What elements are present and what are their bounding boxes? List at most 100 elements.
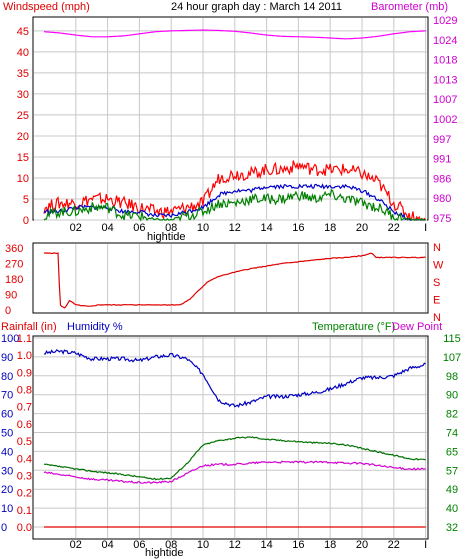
humidity-y-tick-label: 90 bbox=[1, 352, 13, 364]
humidity-y-tick-label: 40 bbox=[1, 446, 13, 458]
rain-y-tick-label: 0.6 bbox=[17, 419, 32, 431]
wind-x-tick-label: 18 bbox=[324, 222, 336, 234]
wind-y-tick-label: 25 bbox=[17, 110, 29, 122]
humidity-y-tick-label: 0 bbox=[1, 522, 7, 534]
temperature-line bbox=[43, 436, 426, 481]
temperature-y-tick-label: 115 bbox=[443, 333, 461, 345]
compass-tick-label: E bbox=[433, 295, 440, 307]
dewpoint-line bbox=[43, 460, 426, 484]
wind-x-tick-label: 12 bbox=[229, 222, 241, 234]
humidity-x-tick-label: 06 bbox=[133, 539, 145, 551]
barometer-y-tick-label: 1002 bbox=[433, 114, 457, 126]
rain-y-tick-label: 0.0 bbox=[17, 522, 32, 534]
wind-x-tick-label: 08 bbox=[165, 222, 177, 234]
temperature-y-tick-label: 32 bbox=[446, 522, 458, 534]
wind-y-tick-label: 10 bbox=[17, 173, 29, 185]
wind-x-tick-label: I bbox=[424, 222, 427, 234]
barometer-y-tick-label: 980 bbox=[433, 193, 451, 205]
wind-y-tick-label: 0 bbox=[23, 215, 29, 227]
wind-direction-line bbox=[43, 252, 426, 309]
humidity-plot-frame bbox=[32, 335, 429, 540]
humidity-y-tick-label: 100 bbox=[1, 333, 19, 345]
compass-tick-label: W bbox=[433, 260, 444, 272]
compass-tick-label: N bbox=[433, 312, 441, 324]
rain-y-tick-label: 0.2 bbox=[17, 488, 32, 500]
windspeed-line bbox=[43, 160, 426, 222]
chart-title: 24 hour graph day : March 14 2011 bbox=[171, 1, 342, 13]
wind-y-tick-label: 5 bbox=[23, 194, 29, 206]
humidity-x-tick-label: 20 bbox=[356, 539, 368, 551]
humidity-line bbox=[43, 349, 426, 408]
wind-x-tick-label: 06 bbox=[133, 222, 145, 234]
wind_gust2-line bbox=[43, 188, 426, 222]
wind-x-tick-label: 10 bbox=[197, 222, 209, 234]
humidity-x-tick-label: 04 bbox=[101, 539, 113, 551]
humidity-y-tick-label: 10 bbox=[1, 503, 13, 515]
wind_avg-line bbox=[43, 183, 426, 221]
wind-x-tick-label: 02 bbox=[70, 222, 82, 234]
wind-y-tick-label: 20 bbox=[17, 131, 29, 143]
humidity-hightide-label: hightide bbox=[145, 547, 184, 559]
compass-tick-label: N bbox=[433, 242, 441, 254]
temperature-y-tick-label: 49 bbox=[446, 484, 458, 496]
wind-y-tick-label: 40 bbox=[17, 47, 29, 59]
windspeed-axis-title: Windspeed (mph) bbox=[3, 1, 90, 13]
humidity-y-tick-label: 30 bbox=[1, 465, 13, 477]
humidity-x-tick-label: 22 bbox=[388, 539, 400, 551]
wind-y-tick-label: 30 bbox=[17, 89, 29, 101]
barometer-y-tick-label: 1029 bbox=[433, 15, 457, 27]
humidity-x-tick-label: 02 bbox=[70, 539, 82, 551]
barometer-y-tick-label: 991 bbox=[433, 154, 451, 166]
humidity-y-tick-label: 80 bbox=[1, 371, 13, 383]
barometer-y-tick-label: 975 bbox=[433, 213, 451, 225]
rainfall-axis-title: Rainfall (in) bbox=[1, 321, 57, 333]
temperature-y-tick-label: 57 bbox=[446, 465, 458, 477]
humidity-y-tick-label: 50 bbox=[1, 428, 13, 440]
direction-y-tick-label: 270 bbox=[5, 259, 23, 271]
direction-y-tick-label: 180 bbox=[5, 274, 23, 286]
wind-y-tick-label: 35 bbox=[17, 68, 29, 80]
humidity-axis-title: Humidity % bbox=[67, 321, 123, 333]
humidity-y-tick-label: 20 bbox=[1, 484, 13, 496]
wind-plot-frame bbox=[32, 16, 429, 221]
barometer-line bbox=[43, 29, 426, 40]
humidity-x-tick-label: I bbox=[424, 539, 427, 551]
temperature-axis-title: Temperature (°F) bbox=[312, 321, 395, 333]
humidity-y-tick-label: 60 bbox=[1, 409, 13, 421]
temperature-y-tick-label: 74 bbox=[446, 428, 458, 440]
humidity-x-tick-label: 16 bbox=[292, 539, 304, 551]
barometer-y-tick-label: 1013 bbox=[433, 74, 457, 86]
temperature-y-tick-label: 107 bbox=[443, 352, 461, 364]
direction-plot-frame bbox=[32, 242, 429, 314]
temperature-y-tick-label: 90 bbox=[446, 390, 458, 402]
rain-y-tick-label: 1.1 bbox=[17, 333, 32, 345]
wind-x-tick-label: 20 bbox=[356, 222, 368, 234]
barometer-y-tick-label: 1018 bbox=[433, 55, 457, 67]
wind-x-tick-label: 04 bbox=[101, 222, 113, 234]
temperature-y-tick-label: 98 bbox=[446, 371, 458, 383]
wind-hightide-label: hightide bbox=[147, 231, 186, 243]
barometer-y-tick-label: 986 bbox=[433, 173, 451, 185]
wind-x-tick-label: 16 bbox=[292, 222, 304, 234]
rain-y-tick-label: 1.0 bbox=[17, 350, 32, 362]
dewpoint-axis-title: Dew Point bbox=[392, 321, 442, 333]
compass-tick-label: S bbox=[433, 277, 440, 289]
rain-y-tick-label: 0.4 bbox=[17, 453, 32, 465]
temperature-y-tick-label: 65 bbox=[446, 446, 458, 458]
humidity-x-tick-label: 10 bbox=[197, 539, 209, 551]
direction-y-tick-label: 360 bbox=[5, 243, 23, 255]
rain-y-tick-label: 0.7 bbox=[17, 402, 32, 414]
humidity-x-tick-label: 14 bbox=[260, 539, 272, 551]
rain-y-tick-label: 0.3 bbox=[17, 470, 32, 482]
rain-y-tick-label: 0.5 bbox=[17, 436, 32, 448]
temperature-y-tick-label: 82 bbox=[446, 409, 458, 421]
direction-y-tick-label: 0 bbox=[5, 305, 11, 317]
direction-y-tick-label: 90 bbox=[5, 290, 17, 302]
humidity-x-tick-label: 08 bbox=[165, 539, 177, 551]
rain-y-tick-label: 0.9 bbox=[17, 367, 32, 379]
wind-x-tick-label: 14 bbox=[260, 222, 272, 234]
humidity-x-tick-label: 18 bbox=[324, 539, 336, 551]
wind-y-tick-label: 15 bbox=[17, 152, 29, 164]
rain-y-tick-label: 0.8 bbox=[17, 385, 32, 397]
